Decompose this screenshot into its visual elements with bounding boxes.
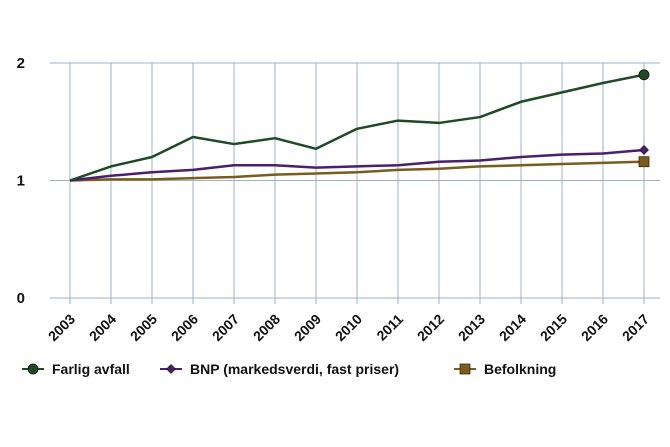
series-end-marker: [639, 145, 649, 155]
series-line: [69, 160, 645, 182]
x-tick-label: 2009: [291, 311, 324, 344]
legend-item: BNP (markedsverdi, fast priser): [160, 361, 399, 377]
legend-swatch-marker: [459, 363, 471, 375]
x-tick-label: 2007: [209, 311, 242, 344]
y-tick-label: 1: [17, 173, 25, 190]
series-line: [69, 73, 645, 182]
x-tick-label: 2011: [373, 311, 406, 344]
series-end-marker: [638, 69, 650, 81]
series-end-marker: [638, 156, 650, 168]
x-tick-label: 2006: [168, 311, 201, 344]
x-tick-label: 2016: [578, 311, 611, 344]
legend-swatch-marker: [166, 364, 176, 374]
x-tick-label: 2005: [127, 311, 160, 344]
y-tick-label: 0: [17, 290, 25, 307]
series: [69, 69, 650, 182]
legend-label: BNP (markedsverdi, fast priser): [190, 361, 399, 377]
x-tick-label: 2010: [332, 311, 365, 344]
x-tick-label: 2004: [86, 311, 119, 344]
legend: Farlig avfall BNP (markedsverdi, fast pri…: [22, 361, 556, 377]
series-0: [69, 69, 650, 182]
legend-label: Befolkning: [484, 361, 556, 377]
y-tick-label: 2: [17, 55, 25, 72]
legend-item: Farlig avfall: [22, 361, 130, 377]
legend-label: Farlig avfall: [52, 361, 130, 377]
x-tick-label: 2014: [496, 311, 529, 344]
x-tick-label: 2015: [537, 311, 570, 344]
x-tick-label: 2008: [250, 311, 283, 344]
x-tick-label: 2013: [455, 311, 488, 344]
x-tick-label: 2012: [414, 311, 447, 344]
series-1: [69, 145, 649, 182]
legend-swatch-marker: [27, 363, 39, 375]
x-tick-label: 2003: [45, 311, 78, 344]
series-line: [69, 148, 645, 182]
series-2: [69, 156, 650, 182]
x-tick-label: 2017: [619, 311, 652, 344]
legend-item: Befolkning: [454, 361, 556, 377]
grid: [50, 62, 660, 304]
